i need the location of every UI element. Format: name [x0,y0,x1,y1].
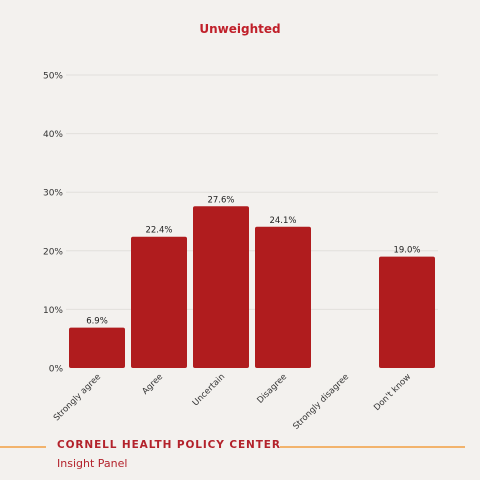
y-tick-label-10: 10% [43,306,63,316]
x-tick-label-strongly-agree: Strongly agree [52,372,103,423]
footer-organization: CORNELL HEALTH POLICY CENTER [57,439,281,451]
footer-subtitle: Insight Panel [57,457,128,470]
bar-uncertain [193,206,249,368]
bar-disagree [255,226,311,368]
bar-don-t-know [379,256,435,368]
y-tick-label-0: 0% [49,365,64,375]
x-tick-label-uncertain: Uncertain [191,372,227,408]
bar-chart: 0% 10% 20% 30% 40% 50% 6.9% Strongly agree 22.4%… [43,72,438,432]
data-label-disagree: 24.1% [269,216,296,226]
y-tick-label-30: 30% [43,189,63,199]
data-label-uncertain: 27.6% [207,195,234,205]
bar-strongly-agree [69,327,125,368]
bar-agree [131,236,187,368]
x-tick-label-disagree: Disagree [255,372,289,406]
y-tick-label-50: 50% [43,72,63,82]
x-tick-label-don-t-know: Don't know [372,372,413,413]
x-tick-label-agree: Agree [140,372,165,397]
data-label-don-t-know: 19.0% [393,246,420,256]
chart-title: Unweighted [199,22,281,36]
data-label-agree: 22.4% [145,226,172,236]
y-tick-label-20: 20% [43,247,63,257]
footer-rule-left [0,446,46,448]
data-label-strongly-agree: 6.9% [86,317,108,327]
y-tick-label-40: 40% [43,130,63,140]
x-tick-label-strongly-disagree: Strongly disagree [291,372,351,432]
footer-rule-right [280,446,465,448]
